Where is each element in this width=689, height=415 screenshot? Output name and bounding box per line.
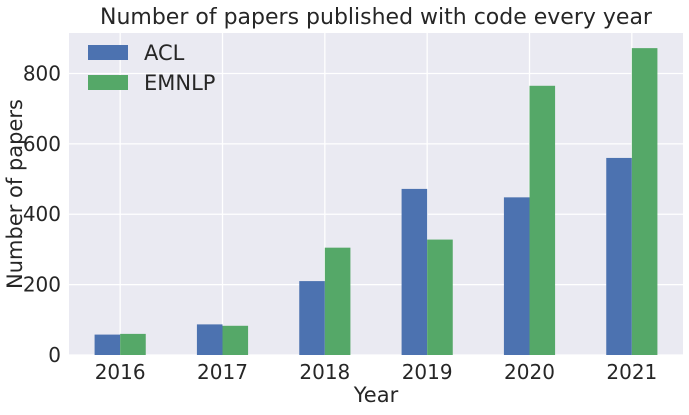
chart-title: Number of papers published with code eve… — [100, 5, 653, 30]
bar-acl-2021 — [606, 157, 632, 355]
y-tick-label: 200 — [23, 273, 61, 297]
bar-emnlp-2017 — [222, 325, 249, 355]
x-tick-label: 2018 — [299, 360, 350, 384]
bar-emnlp-2021 — [631, 48, 658, 356]
bar-acl-2020 — [503, 197, 530, 355]
legend-label-emnlp: EMNLP — [144, 71, 215, 95]
y-axis-ticks: 0 200 400 600 800 — [23, 61, 61, 367]
y-tick-label: 400 — [23, 202, 61, 226]
legend-swatch-emnlp — [88, 75, 128, 90]
y-tick-label: 0 — [48, 343, 61, 367]
bar-emnlp-2016 — [120, 333, 146, 355]
bar-emnlp-2018 — [324, 247, 351, 355]
x-tick-label: 2016 — [95, 360, 146, 384]
bar-acl-2017 — [196, 324, 223, 355]
legend: ACL EMNLP — [88, 41, 215, 95]
bar-acl-2016 — [94, 334, 121, 355]
x-tick-label: 2020 — [504, 360, 555, 384]
bar-emnlp-2019 — [427, 239, 453, 355]
plot-area — [69, 33, 683, 355]
legend-label-acl: ACL — [144, 41, 185, 65]
x-axis-ticks: 2016 2017 2018 2019 2020 2021 — [95, 360, 658, 384]
bar-acl-2019 — [401, 188, 428, 355]
x-tick-label: 2019 — [402, 360, 453, 384]
x-tick-label: 2017 — [197, 360, 248, 384]
x-tick-label: 2021 — [606, 360, 657, 384]
x-axis-label: Year — [353, 383, 399, 407]
y-tick-label: 600 — [23, 132, 61, 156]
bars — [94, 48, 658, 356]
y-tick-label: 800 — [23, 61, 61, 85]
legend-swatch-acl — [88, 45, 128, 60]
bar-acl-2018 — [299, 281, 325, 355]
y-axis-label: Number of papers — [3, 99, 27, 289]
bar-emnlp-2020 — [529, 85, 556, 355]
